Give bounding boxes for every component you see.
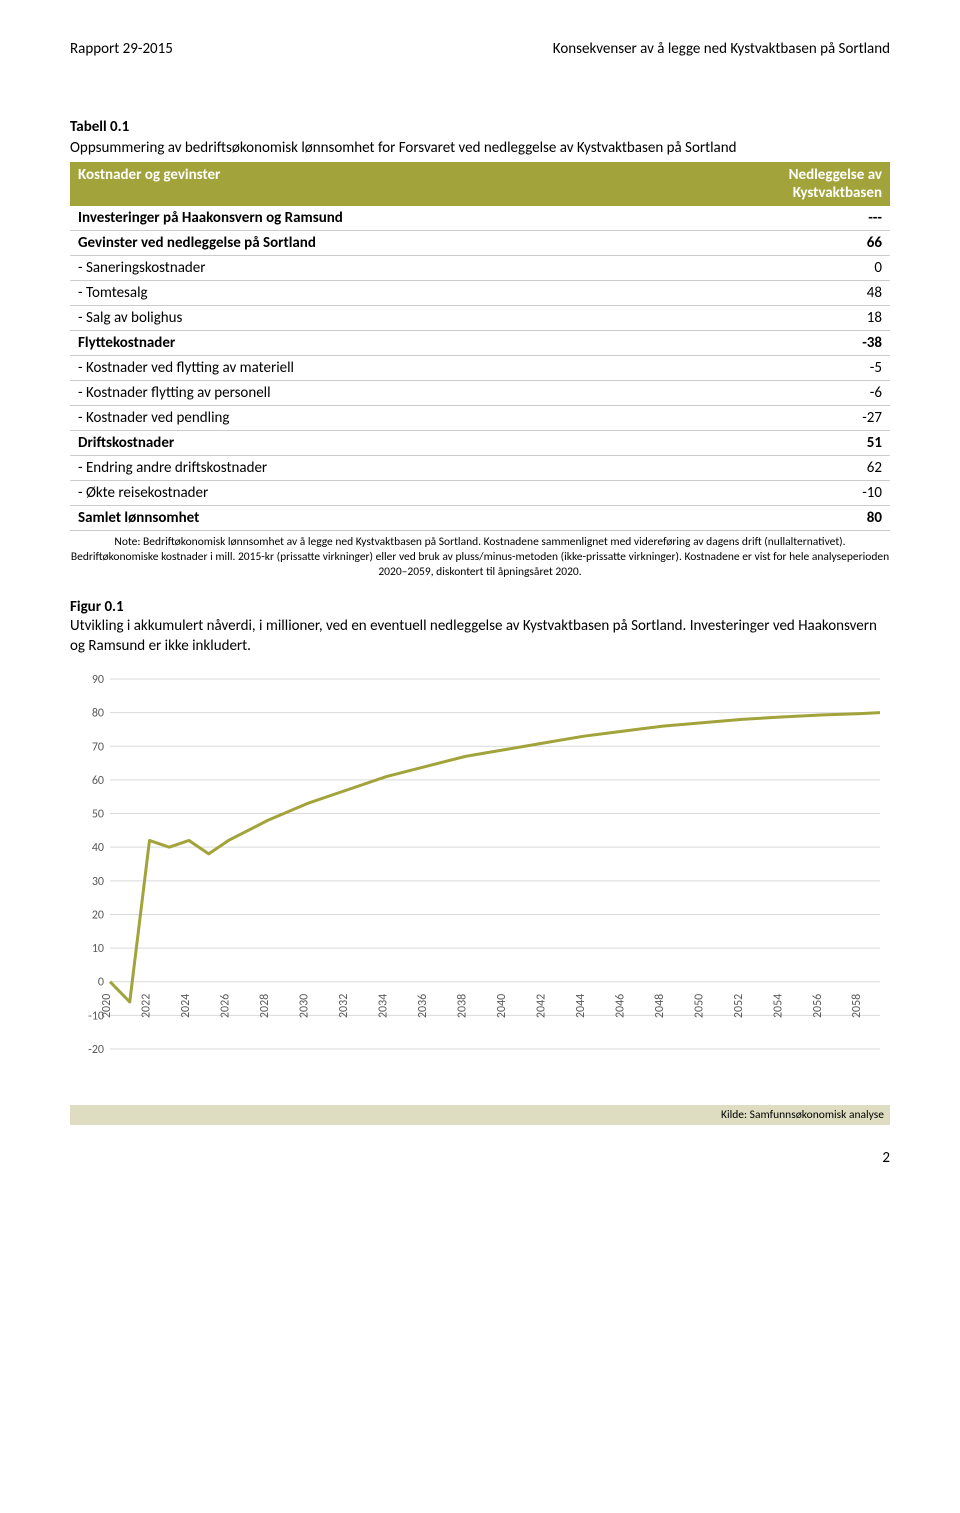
- table-cell-value: 62: [660, 456, 890, 481]
- table-col-left: Kostnader og gevinster: [70, 162, 660, 206]
- table-cell-label: Investeringer på Haakonsvern og Ramsund: [70, 206, 660, 231]
- svg-text:2058: 2058: [850, 993, 864, 1017]
- table-cell-value: 66: [660, 231, 890, 256]
- table-row: Samlet lønnsomhet80: [70, 506, 890, 531]
- svg-text:2044: 2044: [574, 993, 588, 1017]
- chart-source: Kilde: Samfunnsøkonomisk analyse: [70, 1105, 890, 1125]
- table-note: Note: Bedriftøkonomisk lønnsomhet av å l…: [70, 535, 890, 580]
- table-cell-value: 80: [660, 506, 890, 531]
- svg-text:2042: 2042: [534, 993, 548, 1017]
- table-cell-value: 0: [660, 256, 890, 281]
- svg-text:60: 60: [92, 773, 104, 787]
- table-caption-label: Tabell 0.1: [70, 118, 890, 136]
- svg-text:2028: 2028: [258, 993, 272, 1017]
- svg-text:30: 30: [92, 874, 104, 888]
- header-left: Rapport 29-2015: [70, 40, 173, 58]
- table-cell-label: - Økte reisekostnader: [70, 481, 660, 506]
- svg-text:2020: 2020: [100, 993, 114, 1017]
- table-row: - Økte reisekostnader-10: [70, 481, 890, 506]
- table-row: Gevinster ved nedleggelse på Sortland66: [70, 231, 890, 256]
- summary-table: Kostnader og gevinster Nedleggelse av Ky…: [70, 162, 890, 531]
- table-cell-label: - Kostnader ved pendling: [70, 406, 660, 431]
- svg-text:70: 70: [92, 740, 104, 754]
- table-cell-label: - Kostnader flytting av personell: [70, 381, 660, 406]
- svg-text:50: 50: [92, 807, 104, 821]
- table-cell-value: -27: [660, 406, 890, 431]
- figure-caption-text: Utvikling i akkumulert nåverdi, i millio…: [70, 616, 890, 657]
- svg-text:2034: 2034: [376, 993, 390, 1017]
- table-col-right: Nedleggelse av Kystvaktbasen: [660, 162, 890, 206]
- svg-text:20: 20: [92, 908, 104, 922]
- page-header: Rapport 29-2015 Konsekvenser av å legge …: [70, 40, 890, 58]
- table-cell-label: - Endring andre driftskostnader: [70, 456, 660, 481]
- table-row: - Endring andre driftskostnader62: [70, 456, 890, 481]
- svg-text:80: 80: [92, 706, 104, 720]
- table-row: - Salg av bolighus18: [70, 306, 890, 331]
- table-cell-value: -6: [660, 381, 890, 406]
- table-cell-value: ---: [660, 206, 890, 231]
- svg-text:2030: 2030: [297, 993, 311, 1017]
- page-number: 2: [70, 1149, 890, 1167]
- table-cell-value: -5: [660, 356, 890, 381]
- svg-text:90: 90: [92, 673, 104, 687]
- table-row: Driftskostnader51: [70, 431, 890, 456]
- svg-text:2056: 2056: [811, 993, 825, 1017]
- svg-text:2036: 2036: [416, 993, 430, 1017]
- table-cell-label: Driftskostnader: [70, 431, 660, 456]
- table-cell-label: - Tomtesalg: [70, 281, 660, 306]
- table-row: - Tomtesalg48: [70, 281, 890, 306]
- table-row: Investeringer på Haakonsvern og Ramsund-…: [70, 206, 890, 231]
- table-cell-label: Flyttekostnader: [70, 331, 660, 356]
- table-cell-value: -38: [660, 331, 890, 356]
- line-chart: -20-100102030405060708090202020222024202…: [70, 669, 890, 1099]
- svg-text:2052: 2052: [732, 993, 746, 1017]
- table-cell-value: 18: [660, 306, 890, 331]
- table-cell-value: 51: [660, 431, 890, 456]
- table-cell-label: - Saneringskostnader: [70, 256, 660, 281]
- svg-text:2050: 2050: [692, 993, 706, 1017]
- svg-text:2048: 2048: [653, 993, 667, 1017]
- table-row: - Saneringskostnader0: [70, 256, 890, 281]
- table-cell-value: 48: [660, 281, 890, 306]
- svg-text:2054: 2054: [771, 993, 785, 1017]
- table-row: - Kostnader flytting av personell-6: [70, 381, 890, 406]
- svg-text:2032: 2032: [337, 993, 351, 1017]
- table-row: Flyttekostnader-38: [70, 331, 890, 356]
- svg-text:2024: 2024: [179, 993, 193, 1017]
- svg-text:40: 40: [92, 841, 104, 855]
- table-cell-label: Samlet lønnsomhet: [70, 506, 660, 531]
- svg-text:0: 0: [98, 975, 104, 989]
- figure-caption-label: Figur 0.1: [70, 598, 890, 616]
- table-cell-label: Gevinster ved nedleggelse på Sortland: [70, 231, 660, 256]
- svg-text:2022: 2022: [139, 993, 153, 1017]
- svg-text:2038: 2038: [455, 993, 469, 1017]
- table-cell-label: - Kostnader ved flytting av materiell: [70, 356, 660, 381]
- svg-text:-20: -20: [88, 1043, 104, 1057]
- table-cell-label: - Salg av bolighus: [70, 306, 660, 331]
- table-caption-text: Oppsummering av bedriftsøkonomisk lønnso…: [70, 138, 890, 158]
- svg-text:10: 10: [92, 942, 104, 956]
- header-right: Konsekvenser av å legge ned Kystvaktbase…: [553, 40, 890, 58]
- svg-text:2026: 2026: [218, 993, 232, 1017]
- table-row: - Kostnader ved flytting av materiell-5: [70, 356, 890, 381]
- table-row: - Kostnader ved pendling-27: [70, 406, 890, 431]
- table-cell-value: -10: [660, 481, 890, 506]
- svg-text:2046: 2046: [613, 993, 627, 1017]
- svg-text:2040: 2040: [495, 993, 509, 1017]
